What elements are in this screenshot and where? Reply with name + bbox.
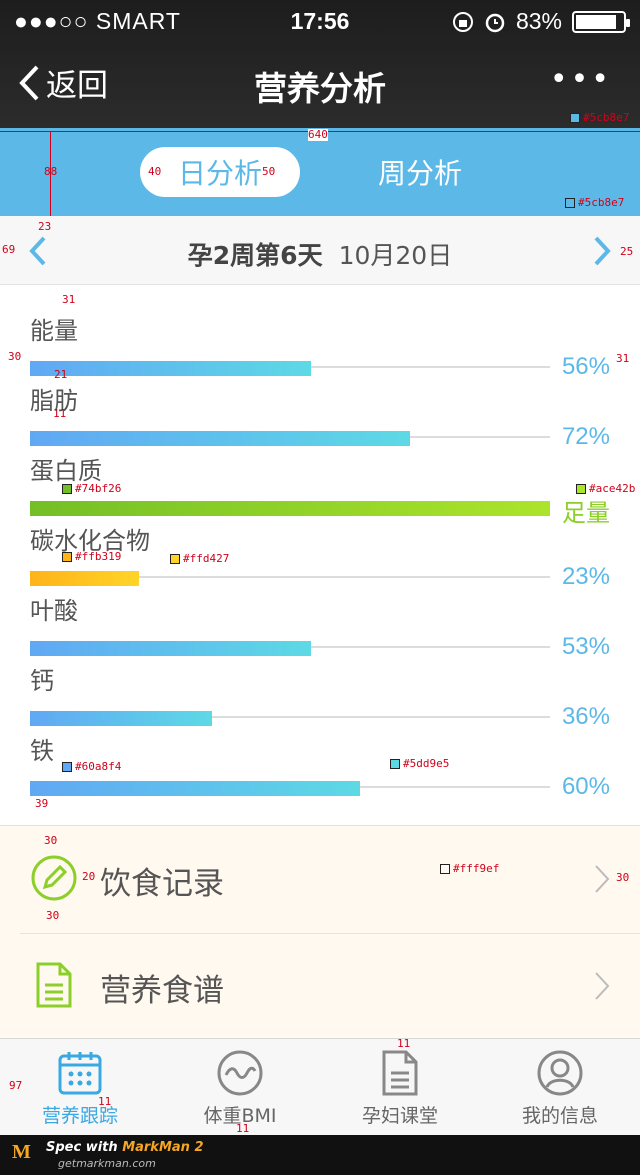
tab-my-info[interactable]: 我的信息: [480, 1049, 640, 1128]
progress-bar: [30, 501, 550, 516]
color-callout: #ffd427: [170, 553, 229, 565]
measure-label: 25: [620, 246, 633, 258]
action-list: 饮食记录 营养食谱: [0, 825, 640, 1038]
tab-label: 我的信息: [522, 1105, 598, 1127]
battery-percent: 83%: [516, 8, 562, 35]
progress-bar: [30, 571, 139, 586]
document-icon: [376, 1049, 424, 1097]
tab-week-analysis[interactable]: 周分析: [340, 147, 500, 197]
diet-record-item[interactable]: 饮食记录: [20, 826, 640, 932]
markman-footer: M Spec with MarkMan 2 getmarkman.com: [0, 1135, 640, 1175]
rotation-lock-icon: [452, 11, 474, 33]
tab-pregnancy-class[interactable]: 孕妇课堂: [320, 1049, 480, 1128]
measure-label: 40: [148, 166, 161, 178]
measure-label: 50: [262, 166, 275, 178]
color-callout: #5dd9e5: [390, 758, 449, 770]
nutrient-name: 能量: [30, 311, 78, 346]
nutrition-recipe-label: 营养食谱: [100, 965, 224, 1010]
spec-caption: Spec with MarkMan 2: [46, 1140, 204, 1155]
progress-bar: [30, 641, 311, 656]
measure-label: 30: [44, 835, 57, 847]
nutrient-row: 钙 36%: [30, 661, 610, 731]
progress-bar: [30, 781, 360, 796]
tab-nutrition-tracking[interactable]: 营养跟踪: [0, 1049, 160, 1128]
nutrient-value: 56%: [562, 353, 610, 381]
document-icon: [30, 961, 78, 1009]
measure-label: 11: [397, 1038, 410, 1050]
more-button[interactable]: •••: [550, 68, 612, 92]
scale-icon: [216, 1049, 264, 1097]
nutrient-value: 36%: [562, 703, 610, 731]
diet-record-label: 饮食记录: [100, 858, 224, 903]
progress-bar: [30, 711, 212, 726]
measure-label: 11: [53, 408, 66, 420]
markman-logo: M: [12, 1141, 31, 1164]
measure-label: 97: [9, 1080, 22, 1092]
nutrient-name: 蛋白质: [30, 451, 102, 486]
segment-control: 日分析 周分析: [0, 128, 640, 216]
pregnancy-week: 孕2周第6天: [188, 241, 323, 270]
nutrient-name: 铁: [30, 731, 54, 766]
nutrition-recipe-item[interactable]: 营养食谱: [20, 933, 640, 1039]
nutrient-row: 叶酸 53%: [30, 591, 610, 661]
progress-bar: [30, 431, 410, 446]
chevron-right-icon: [594, 971, 610, 1001]
nutrient-name: 叶酸: [30, 591, 78, 626]
measure-label: 11: [98, 1096, 111, 1108]
progress-bar: [30, 361, 311, 376]
battery-icon: [572, 11, 626, 33]
nutrient-value: 23%: [562, 563, 610, 591]
measure-label: 11: [236, 1123, 249, 1135]
navigation-bar: ●●●○○ SMART 17:56 83% 返回 营养分析 •••: [0, 0, 640, 128]
nutrient-value: 60%: [562, 773, 610, 801]
measure-label: 20: [82, 871, 95, 883]
nutrient-value: 72%: [562, 423, 610, 451]
measure-label: 23: [38, 221, 51, 233]
current-date: 孕2周第6天 10月20日: [0, 236, 640, 272]
nutrient-row: 能量 56%: [30, 311, 610, 381]
measure-label: 31: [616, 353, 629, 365]
color-callout: #ace42b: [576, 483, 635, 495]
measure-label: 30: [616, 872, 629, 884]
color-callout: #74bf26: [62, 483, 121, 495]
color-callout: #60a8f4: [62, 761, 121, 773]
measure-label: 640: [308, 129, 328, 141]
next-day-button[interactable]: [592, 236, 612, 266]
measure-label: 21: [54, 369, 67, 381]
user-icon: [536, 1049, 584, 1097]
measure-label: 30: [46, 910, 59, 922]
measure-label: 88: [44, 166, 57, 178]
measure-label: 30: [8, 351, 21, 363]
alarm-icon: [484, 11, 506, 33]
nutrient-row: 脂肪 72%: [30, 381, 610, 451]
measure-label: 69: [2, 244, 15, 256]
page-title: 营养分析: [0, 62, 640, 110]
tab-day-analysis[interactable]: 日分析: [140, 147, 300, 197]
nutrient-name: 钙: [30, 661, 54, 696]
chevron-right-icon: [594, 864, 610, 894]
color-callout: #5cb8e7: [570, 112, 629, 124]
tab-bar: 营养跟踪 体重BMI 孕妇课堂 我的信息: [0, 1038, 640, 1135]
color-callout: #fff9ef: [440, 863, 499, 875]
color-callout: #5cb8e7: [565, 197, 624, 209]
measure-label: 39: [35, 798, 48, 810]
measure-label: 31: [62, 294, 75, 306]
color-callout: #ffb319: [62, 551, 121, 563]
nutrient-value: 53%: [562, 633, 610, 661]
status-right: 83%: [452, 8, 626, 35]
tab-weight-bmi[interactable]: 体重BMI: [160, 1049, 320, 1128]
date-selector: 孕2周第6天 10月20日: [0, 216, 640, 285]
tab-label: 营养跟踪: [42, 1105, 118, 1127]
calendar-icon: [56, 1049, 104, 1097]
spec-site: getmarkman.com: [58, 1157, 156, 1170]
pencil-icon: [30, 854, 78, 902]
tab-label: 孕妇课堂: [362, 1105, 438, 1127]
calendar-date: 10月20日: [339, 241, 453, 270]
